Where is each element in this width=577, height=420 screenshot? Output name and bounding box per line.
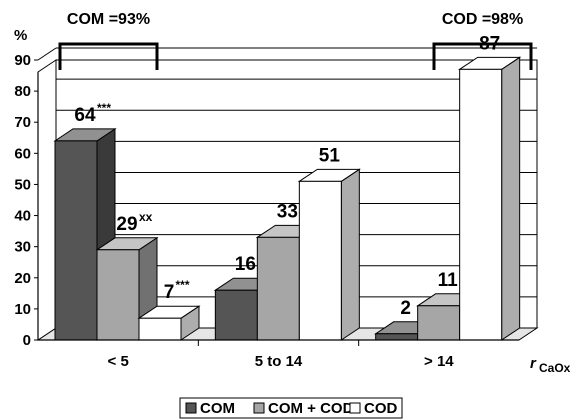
data-label: 51: [319, 145, 341, 166]
data-label: 16: [235, 254, 256, 275]
axes: 0 10 20 30 40 50 60 70 80 90% < 5 5 to 14 > 14 r CaOx: [14, 27, 571, 375]
data-label: 7: [164, 282, 175, 303]
legend-label: COM: [200, 400, 235, 417]
bar-side: [340, 168, 360, 341]
y-tick-label: 0: [23, 332, 31, 349]
y-tick-label: 50: [14, 176, 31, 193]
annotation-bracket: [58, 42, 159, 70]
data-label-superscript: ***: [176, 278, 190, 292]
y-axis-label: %: [14, 27, 27, 44]
legend-label: COD: [364, 400, 398, 417]
x-axis-label: r: [530, 355, 537, 372]
annotation-bracket: [432, 42, 533, 70]
annotation-label: COM =93%: [67, 11, 150, 28]
legend-swatch: [253, 402, 265, 414]
y-tick-label: 30: [14, 239, 31, 256]
x-tick-label: > 14: [424, 353, 454, 370]
legend: COM COM + COD COD: [179, 397, 403, 419]
chart-side-wall: [37, 59, 57, 341]
data-label: 64: [74, 105, 96, 126]
bar-front: [417, 305, 461, 341]
y-tick-label: 40: [14, 208, 31, 225]
gridline-diag: [37, 47, 57, 61]
annotation-label: COD =98%: [442, 11, 523, 28]
x-tick-label: < 5: [108, 353, 129, 370]
y-tick-label: 10: [14, 301, 31, 318]
bar-front: [459, 68, 503, 341]
bar-front: [138, 317, 182, 341]
y-tick-label: 90: [14, 52, 31, 69]
data-label: 11: [438, 270, 459, 291]
data-label: 29: [116, 214, 137, 235]
bar-front: [214, 289, 258, 341]
bar-side: [501, 56, 521, 341]
bar: [297, 168, 361, 341]
bar-front: [298, 180, 342, 341]
data-label: 33: [277, 201, 298, 222]
x-tick-label: 5 to 14: [255, 353, 303, 370]
legend-box: [179, 397, 403, 419]
x-axis-label-subscript: CaOx: [539, 361, 571, 375]
bar-front: [96, 249, 140, 341]
annotations: COM =93% COD =98%: [58, 11, 533, 70]
bar-front: [375, 333, 419, 341]
data-label-superscript: ***: [97, 101, 111, 115]
legend-swatch: [349, 402, 361, 414]
y-tick-label: 70: [14, 114, 31, 131]
bar: [458, 56, 522, 341]
y-tick-label: 80: [14, 83, 31, 100]
legend-swatch: [185, 402, 197, 414]
y-tick-label: 20: [14, 270, 31, 287]
bar-front: [256, 236, 300, 341]
legend-label: COM + COD: [268, 400, 354, 417]
bars: [53, 56, 522, 341]
bar-front: [54, 140, 98, 341]
data-label-superscript: xx: [139, 210, 153, 224]
y-tick-label: 60: [14, 145, 31, 162]
data-label: 2: [400, 298, 411, 319]
bar: [137, 305, 201, 341]
